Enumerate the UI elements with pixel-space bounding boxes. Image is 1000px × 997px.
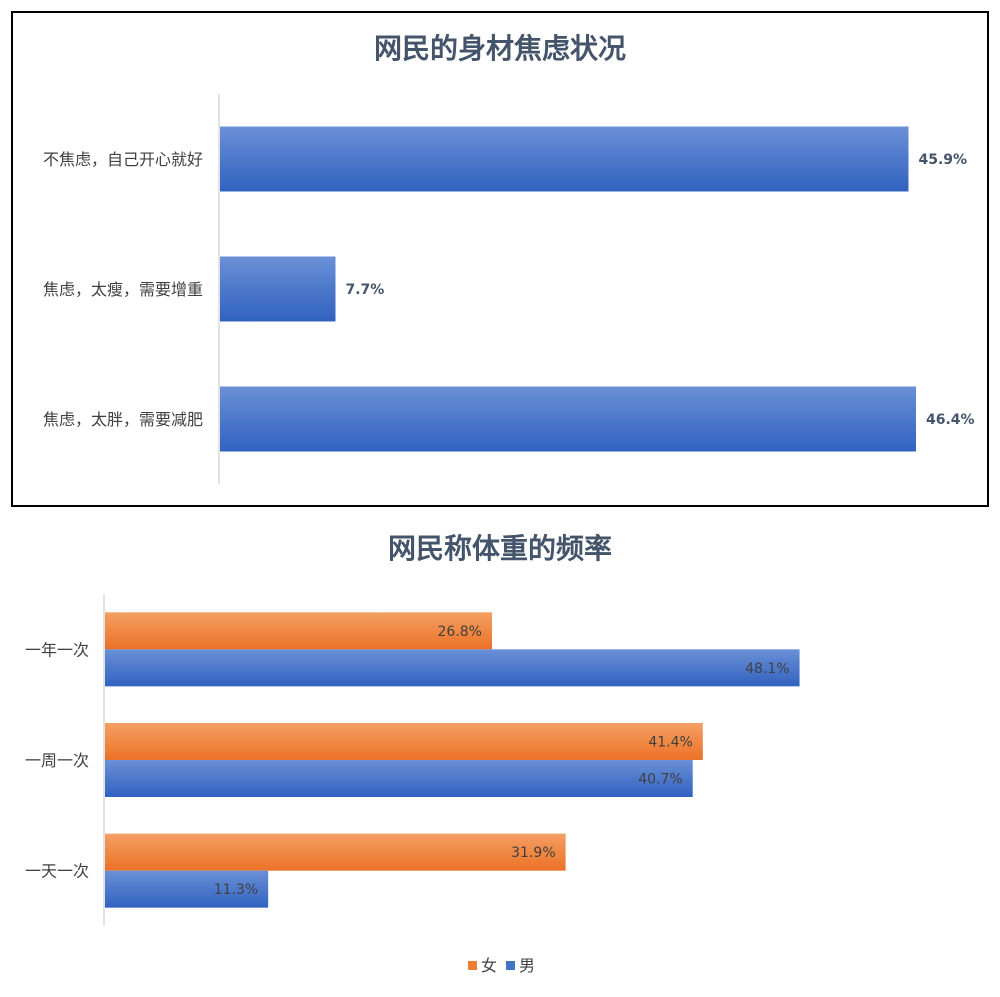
frequency-bar-female xyxy=(105,723,703,760)
anxiety-value-label: 7.7% xyxy=(346,282,385,298)
anxiety-value-label: 46.4% xyxy=(926,412,975,428)
frequency-value-label-male: 48.1% xyxy=(745,661,789,677)
frequency-bar-male xyxy=(105,649,800,687)
anxiety-chart: 网民的身材焦虑状况 不焦虑，自己开心就好 45.9% 焦虑，太瘦，需要增重 7.7% 焦… xyxy=(11,11,989,507)
frequency-category-label: 一年一次 xyxy=(25,640,89,659)
anxiety-bar xyxy=(220,126,909,192)
legend-swatch-male xyxy=(506,961,515,970)
weigh-frequency-chart: 网民称体重的频率 一年一次 26.8% 48.1% 一周一次 41.4% 40.7% 一天一… xyxy=(25,532,800,975)
frequency-bar-male xyxy=(105,870,269,908)
frequency-bar-female xyxy=(105,833,566,871)
legend-label-male: 男 xyxy=(519,956,535,975)
legend: 女 男 xyxy=(468,956,535,975)
anxiety-bar xyxy=(220,386,916,452)
anxiety-category-label: 不焦虑，自己开心就好 xyxy=(43,150,203,169)
weigh-frequency-chart-title: 网民称体重的频率 xyxy=(388,532,612,565)
frequency-value-label-female: 31.9% xyxy=(511,845,555,861)
frequency-value-label-female: 26.8% xyxy=(438,624,482,640)
frequency-bar-female xyxy=(105,612,492,650)
legend-swatch-female xyxy=(468,961,477,970)
frequency-value-label-male: 40.7% xyxy=(638,772,682,788)
anxiety-category-label: 焦虑，太瘦，需要增重 xyxy=(43,280,203,299)
anxiety-chart-title: 网民的身材焦虑状况 xyxy=(374,32,626,65)
frequency-category-label: 一周一次 xyxy=(25,751,89,770)
frequency-bar-male xyxy=(105,760,693,797)
anxiety-category-label: 焦虑，太胖，需要减肥 xyxy=(43,410,203,429)
legend-label-female: 女 xyxy=(481,956,497,975)
frequency-value-label-male: 11.3% xyxy=(214,882,258,898)
anxiety-bar xyxy=(220,256,336,322)
anxiety-value-label: 45.9% xyxy=(919,152,968,168)
frequency-category-label: 一天一次 xyxy=(25,862,89,881)
frequency-value-label-female: 41.4% xyxy=(648,735,692,751)
